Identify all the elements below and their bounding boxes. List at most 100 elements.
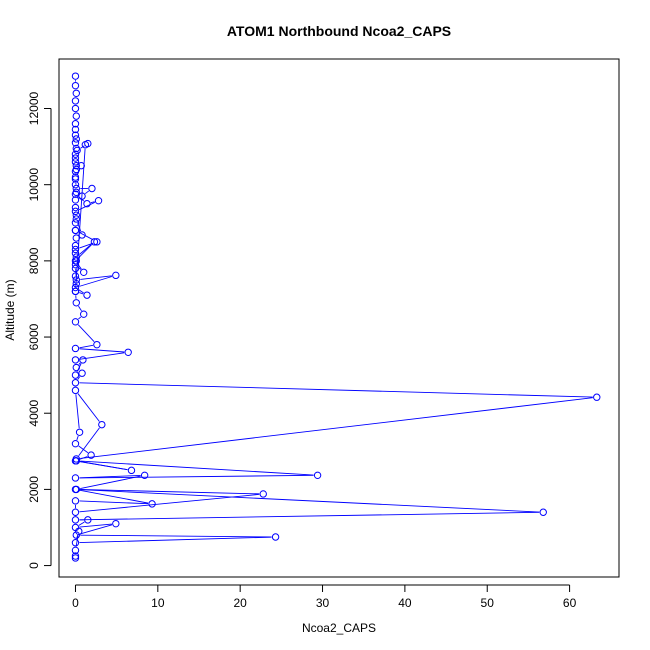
- x-tick-label: 50: [481, 596, 495, 610]
- data-point: [71, 287, 80, 296]
- data-point: [72, 89, 80, 97]
- series-segment: [78, 445, 89, 454]
- data-point: [84, 516, 92, 524]
- data-point: [71, 318, 80, 326]
- data-point: [72, 215, 80, 223]
- data-point: [75, 428, 84, 436]
- data-point: [71, 344, 80, 353]
- data-point: [140, 471, 149, 480]
- x-axis-label: Ncoa2_CAPS: [302, 621, 376, 635]
- data-point: [94, 196, 103, 205]
- data-point: [78, 192, 86, 200]
- data-point: [71, 173, 80, 181]
- data-point: [71, 72, 80, 80]
- series-segment: [79, 523, 112, 528]
- y-tick-label: 8000: [27, 247, 41, 274]
- series-segment: [79, 511, 540, 521]
- series-segment: [79, 536, 272, 544]
- data-point: [88, 184, 96, 193]
- x-tick-label: 20: [233, 596, 247, 610]
- data-point: [73, 146, 81, 155]
- series-segment: [78, 521, 85, 526]
- data-point: [87, 451, 95, 459]
- series-segment: [79, 344, 94, 349]
- data-point: [72, 299, 80, 307]
- series-segment: [80, 460, 314, 476]
- series-segment: [84, 190, 90, 195]
- series-segment: [76, 435, 79, 441]
- x-tick-label: 60: [563, 596, 577, 610]
- series-segment: [79, 474, 314, 479]
- y-tick-label: 12000: [27, 92, 41, 126]
- series-segment: [79, 242, 94, 249]
- series-segment: [80, 534, 272, 538]
- data-point: [75, 527, 83, 535]
- data-point: [84, 139, 92, 148]
- series-segment: [79, 244, 92, 255]
- data-point: [72, 457, 80, 465]
- data-point: [71, 552, 80, 560]
- data-point: [124, 348, 132, 356]
- data-point: [71, 139, 80, 147]
- series-segment: [79, 276, 113, 287]
- data-point: [71, 241, 80, 250]
- data-point: [79, 356, 87, 364]
- series-segment: [80, 461, 128, 471]
- data-point: [72, 135, 80, 143]
- series-segment: [78, 316, 82, 320]
- y-tick-label: 0: [27, 562, 41, 569]
- data-point: [71, 539, 80, 547]
- series-segment: [79, 500, 149, 505]
- series-segment: [77, 244, 92, 259]
- data-point: [71, 81, 80, 90]
- data-point: [71, 283, 80, 292]
- series-segment: [77, 393, 100, 422]
- data-point: [72, 253, 80, 261]
- data-point: [83, 291, 91, 299]
- y-axis: 0 2000 4000 6000 8000 10000 12000: [27, 92, 52, 569]
- x-tick-label: 30: [316, 596, 330, 610]
- data-point: [71, 257, 80, 265]
- data-point: [271, 533, 280, 541]
- data-point: [78, 369, 86, 377]
- data-point: [71, 196, 80, 204]
- series-segment: [77, 324, 95, 343]
- data-point: [71, 245, 80, 254]
- data-point: [71, 226, 80, 235]
- data-point: [72, 184, 80, 193]
- series-segment: [78, 305, 82, 312]
- series-segment: [79, 348, 125, 353]
- plot-area: [58, 58, 620, 578]
- y-tick-label: 4000: [27, 400, 41, 427]
- data-point: [259, 490, 267, 498]
- data-point: [71, 356, 80, 364]
- series-segment: [79, 489, 149, 504]
- y-tick-label: 2000: [27, 476, 41, 503]
- data-point: [72, 531, 80, 539]
- data-point: [80, 268, 88, 276]
- data-point: [83, 200, 91, 208]
- data-point: [71, 439, 80, 448]
- series-segment: [79, 475, 141, 479]
- data-point: [71, 104, 80, 113]
- data-point: [71, 219, 80, 227]
- data-point: [71, 546, 80, 555]
- x-axis: 0 10 20 30 40 50 60: [72, 584, 577, 610]
- data-point: [127, 466, 136, 475]
- data-point: [539, 508, 547, 516]
- data-point: [593, 393, 601, 401]
- data-series: [71, 72, 601, 562]
- data-point: [72, 280, 80, 288]
- data-point: [313, 471, 322, 480]
- series-segment: [77, 376, 81, 380]
- data-point: [93, 238, 101, 246]
- series-segment: [78, 427, 100, 456]
- data-point: [71, 272, 80, 280]
- data-point: [71, 379, 80, 387]
- data-point: [72, 112, 80, 120]
- y-tick-label: 6000: [27, 323, 41, 350]
- data-point: [112, 519, 120, 528]
- series-segment: [80, 397, 593, 459]
- x-tick-label: 0: [72, 596, 79, 610]
